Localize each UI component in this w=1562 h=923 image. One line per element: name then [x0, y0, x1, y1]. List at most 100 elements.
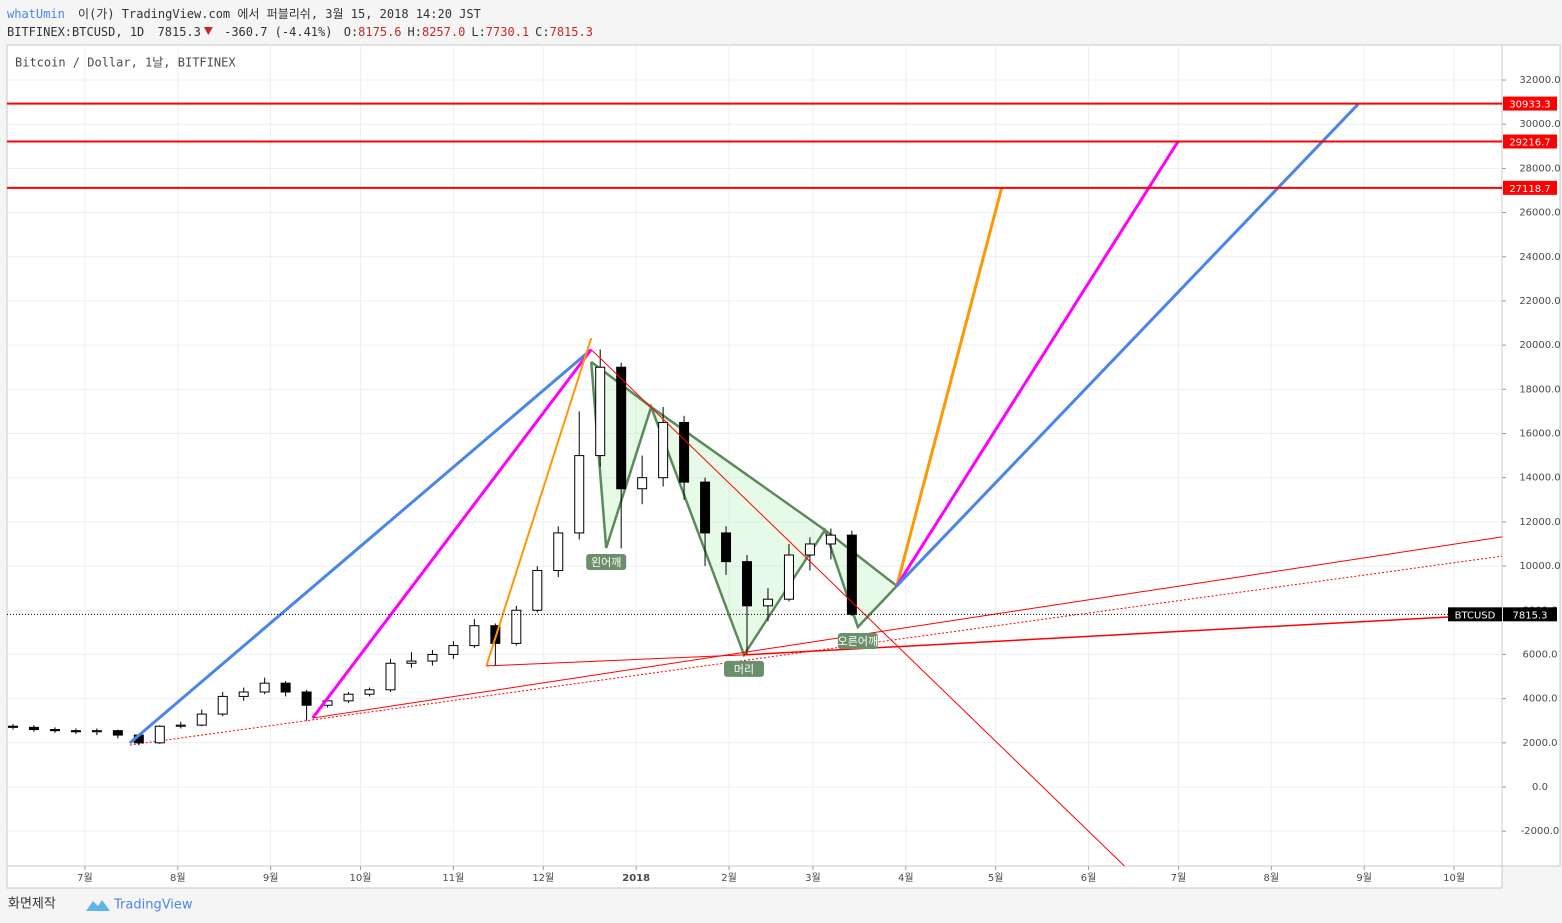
x-tick-label: 7월 — [77, 872, 93, 884]
y-tick-label: 24000.0 — [1519, 252, 1560, 263]
candle-body — [742, 561, 753, 607]
candle-body — [175, 724, 186, 727]
x-tick-label: 10월 — [350, 872, 372, 884]
candle-body — [448, 645, 459, 655]
price-tag — [1503, 96, 1557, 111]
chart-title: Bitcoin / Dollar, 1날, BITFINEX — [15, 56, 236, 70]
y-tick-label: 2000.0 — [1523, 738, 1558, 749]
y-tick-label: 14000.0 — [1519, 473, 1560, 484]
last-price: 7815.3 — [158, 25, 201, 39]
y-tick-label: 32000.0 — [1519, 75, 1560, 86]
price-tag — [1503, 180, 1557, 195]
candle-body — [28, 726, 39, 731]
candle-body — [49, 729, 60, 732]
candle-body — [280, 682, 291, 693]
candle-body — [700, 481, 711, 534]
change: -360.7 (-4.41%) — [224, 25, 332, 39]
price-tag-label: 30933.3 — [1509, 100, 1550, 111]
candle-body — [406, 660, 417, 664]
brand[interactable]: TradingView — [113, 898, 193, 913]
y-tick-label: 0.0 — [1532, 782, 1548, 793]
x-tick-label: 8월 — [1264, 872, 1280, 884]
trend-line — [128, 348, 593, 745]
candle-body — [846, 534, 857, 615]
candle-body — [783, 554, 794, 600]
candle-body — [825, 534, 836, 545]
ohlc-label: C: — [535, 25, 549, 39]
symbol-tag-label: BTCUSD — [1455, 610, 1496, 621]
down-arrow — [203, 27, 213, 35]
candle-body — [364, 689, 375, 695]
y-tick-label: 20000.0 — [1519, 340, 1560, 351]
pattern-label: 오른어깨 — [838, 635, 878, 648]
pattern-label-bg — [724, 660, 765, 677]
candle-body — [595, 366, 606, 457]
candle-body — [238, 691, 249, 697]
y-tick-label: 16000.0 — [1519, 429, 1560, 440]
candle-body — [616, 366, 627, 490]
publisher[interactable]: whatUmin — [7, 7, 65, 21]
y-tick-label: 30000.0 — [1519, 119, 1560, 130]
plot-area — [6, 44, 1503, 867]
candle-body — [679, 421, 690, 483]
x-tick-label: 9월 — [263, 872, 279, 884]
y-tick-label: 4000.0 — [1523, 694, 1558, 705]
y-tick-label: 6000.0 — [1523, 649, 1558, 660]
plot-layer — [7, 45, 1502, 866]
candle-body — [70, 730, 81, 733]
candle-body — [427, 653, 438, 662]
symbol-tag — [1448, 607, 1502, 622]
x-tick-label: 2월 — [721, 872, 737, 884]
candle-body — [574, 455, 585, 534]
y-tick-label: 28000.0 — [1519, 163, 1560, 174]
x-tick-label: 4월 — [898, 872, 914, 884]
brand-logo — [86, 900, 110, 911]
price-tag-label: 27118.7 — [1509, 184, 1550, 195]
x-tick-label: 7월 — [1171, 872, 1187, 884]
ohlc-value: 8175.6 — [358, 25, 401, 39]
trend-line — [486, 654, 745, 667]
x-tick-label: 2018 — [622, 873, 650, 884]
candle-body — [301, 691, 312, 706]
time-axis — [6, 865, 1503, 889]
candle-body — [7, 725, 18, 728]
symbol: BITFINEX:BTCUSD, 1D — [7, 25, 144, 39]
candle-body — [804, 543, 815, 556]
candle-body — [385, 662, 396, 691]
trend-line — [895, 103, 1360, 587]
candle-body — [343, 693, 354, 702]
candle-body — [112, 730, 123, 736]
y-tick-label: 22000.0 — [1519, 296, 1560, 307]
trend-line — [485, 337, 593, 667]
trend-line — [590, 349, 1125, 866]
ohlc-value: 8257.0 — [422, 25, 465, 39]
candle-body — [91, 730, 102, 733]
pattern-label-bg — [837, 633, 878, 650]
candle-body — [469, 625, 480, 647]
ohlc-label: H: — [408, 25, 422, 39]
x-tick-label: 12월 — [532, 872, 554, 884]
candle-body — [532, 569, 543, 611]
trend-line — [895, 140, 1180, 587]
candle-body — [762, 598, 773, 607]
price-tag-label: 29216.7 — [1509, 138, 1550, 149]
price-tag — [1503, 134, 1557, 149]
y-tick-label: 26000.0 — [1519, 208, 1560, 219]
x-tick-label: 11월 — [442, 872, 464, 884]
pattern-label: 왼어깨 — [591, 555, 621, 569]
x-tick-label: 6월 — [1081, 872, 1097, 884]
published: 이(가) TradingView.com 에서 퍼블리쉬, 3월 15, 201… — [78, 7, 481, 21]
candle-body — [658, 421, 669, 479]
ohlc-label: O: — [344, 25, 358, 39]
ohlc-label: L: — [471, 25, 485, 39]
candle-body — [196, 713, 207, 726]
trend-line — [312, 536, 1502, 719]
candle-body — [721, 532, 732, 563]
y-tick-label: -2000.0 — [1521, 826, 1560, 837]
last-price-label: 7815.3 — [1513, 610, 1548, 621]
ohlc-value: 7730.1 — [486, 25, 529, 39]
candle-body — [511, 609, 522, 644]
y-tick-label: 18000.0 — [1519, 384, 1560, 395]
pattern-label-bg — [586, 553, 627, 570]
